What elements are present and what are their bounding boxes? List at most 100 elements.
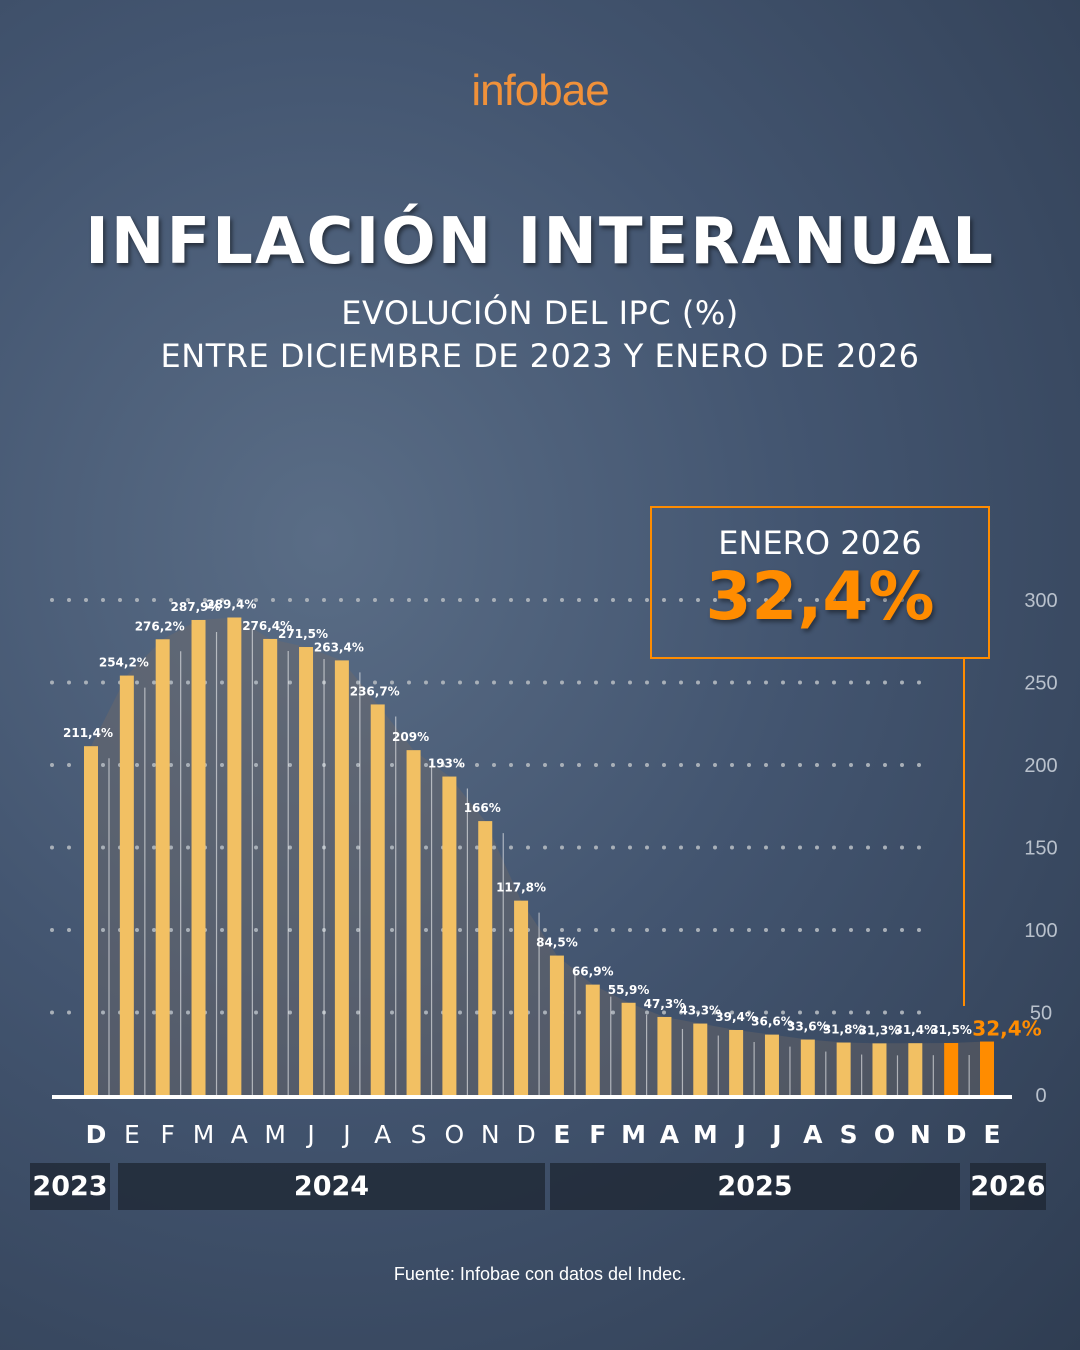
- x-tick-label: D: [516, 1120, 535, 1149]
- data-label: 271,5%: [278, 627, 328, 641]
- x-tick-label: A: [803, 1120, 823, 1149]
- bar: [944, 1043, 959, 1095]
- data-label: 43,3%: [679, 1004, 721, 1018]
- x-tick-label: J: [770, 1120, 781, 1149]
- data-label: 66,9%: [572, 965, 614, 979]
- chart-subtitle-2: ENTRE DICIEMBRE DE 2023 Y ENERO DE 2026: [160, 337, 920, 375]
- data-label: 31,5%: [930, 1023, 972, 1037]
- x-tick-label: M: [693, 1120, 718, 1149]
- x-tick-label: D: [86, 1120, 107, 1149]
- data-label: 276,4%: [242, 619, 292, 633]
- bar: [729, 1029, 744, 1095]
- data-label: 211,4%: [63, 726, 113, 740]
- bar: [406, 750, 421, 1095]
- bar: [585, 984, 600, 1095]
- callout-box: ENERO 2026 32,4%: [650, 506, 990, 659]
- data-label: 31,4%: [894, 1023, 936, 1037]
- x-tick-label: A: [660, 1120, 680, 1149]
- x-tick-label: J: [305, 1120, 314, 1149]
- data-label: 31,3%: [859, 1023, 901, 1037]
- data-label: 209%: [392, 730, 429, 744]
- x-tick-label: E: [553, 1120, 570, 1149]
- bar: [764, 1034, 779, 1095]
- area-shadow: [91, 617, 987, 1095]
- x-tick-label: O: [874, 1120, 895, 1149]
- bar: [836, 1042, 851, 1095]
- y-tick-label: 200: [1024, 755, 1057, 777]
- x-tick-label: J: [734, 1120, 745, 1149]
- year-band-2025: 2025: [550, 1163, 960, 1210]
- x-tick-label: D: [946, 1120, 967, 1149]
- bar: [908, 1043, 923, 1095]
- bar: [191, 619, 206, 1095]
- data-label: 289,4%: [206, 597, 256, 611]
- x-tick-label: M: [621, 1120, 646, 1149]
- x-tick-label: A: [231, 1120, 248, 1149]
- data-label: 166%: [464, 801, 501, 815]
- callout-label: ENERO 2026: [718, 524, 922, 562]
- x-tick-label: N: [481, 1120, 500, 1149]
- data-label: 117,8%: [496, 881, 546, 895]
- x-tick-label: F: [160, 1120, 174, 1149]
- data-label: 55,9%: [608, 983, 650, 997]
- x-tick-label: S: [411, 1120, 427, 1149]
- bar: [299, 647, 314, 1095]
- x-tick-label: E: [124, 1120, 140, 1149]
- bar: [119, 675, 134, 1095]
- x-tick-label: E: [983, 1120, 1000, 1149]
- year-band-2023: 2023: [30, 1163, 110, 1210]
- data-label: 84,5%: [536, 936, 578, 950]
- data-label: 287,9%: [171, 600, 221, 614]
- data-label: 36,6%: [751, 1015, 793, 1029]
- y-tick-label: 150: [1024, 838, 1057, 860]
- data-label: 254,2%: [99, 656, 149, 670]
- y-tick-label: 300: [1024, 590, 1057, 612]
- source-note: Fuente: Infobae con datos del Indec.: [393, 1264, 687, 1284]
- bar: [980, 1041, 994, 1095]
- x-tick-label: F: [589, 1120, 606, 1149]
- data-label: 263,4%: [314, 640, 364, 654]
- chart-title: INFLACIÓN INTERANUAL: [85, 205, 995, 279]
- x-tick-label: M: [264, 1120, 286, 1149]
- data-label: 276,2%: [135, 619, 185, 633]
- bar: [84, 746, 98, 1095]
- data-label: 47,3%: [644, 997, 686, 1011]
- bar: [442, 776, 457, 1095]
- y-tick-label: 50: [1030, 1003, 1052, 1025]
- x-tick-label: O: [445, 1120, 465, 1149]
- data-label: 32,4%: [972, 1017, 1041, 1041]
- infobae-logo: infobae: [471, 66, 609, 115]
- callout-value: 32,4%: [705, 558, 935, 635]
- bar: [478, 821, 493, 1095]
- bar: [621, 1002, 636, 1095]
- x-tick-label: S: [840, 1120, 858, 1149]
- data-label: 236,7%: [350, 684, 400, 698]
- bar: [872, 1043, 887, 1095]
- data-label: 193%: [428, 757, 465, 771]
- y-tick-label: 0: [1035, 1085, 1046, 1107]
- bar: [263, 638, 278, 1095]
- y-tick-label: 100: [1024, 920, 1057, 942]
- bar: [657, 1016, 672, 1095]
- x-tick-label: M: [193, 1120, 215, 1149]
- data-label: 39,4%: [715, 1010, 757, 1024]
- data-label: 33,6%: [787, 1020, 829, 1034]
- bar: [334, 660, 349, 1095]
- y-tick-label: 250: [1024, 673, 1057, 695]
- bar: [370, 704, 385, 1095]
- year-band-2024: 2024: [118, 1163, 545, 1210]
- chart-subtitle-1: EVOLUCIÓN DEL IPC (%): [341, 294, 739, 332]
- bar: [155, 639, 170, 1095]
- year-band-2026: 2026: [970, 1163, 1046, 1210]
- x-tick-label: J: [341, 1120, 350, 1149]
- bar: [800, 1039, 815, 1095]
- bar: [549, 955, 564, 1095]
- x-tick-label: N: [910, 1120, 931, 1149]
- bar: [514, 900, 529, 1095]
- x-tick-label: A: [374, 1120, 391, 1149]
- bar: [227, 617, 242, 1095]
- bar: [693, 1023, 708, 1095]
- callout-connector: [963, 659, 965, 1006]
- data-label: 31,8%: [823, 1023, 865, 1037]
